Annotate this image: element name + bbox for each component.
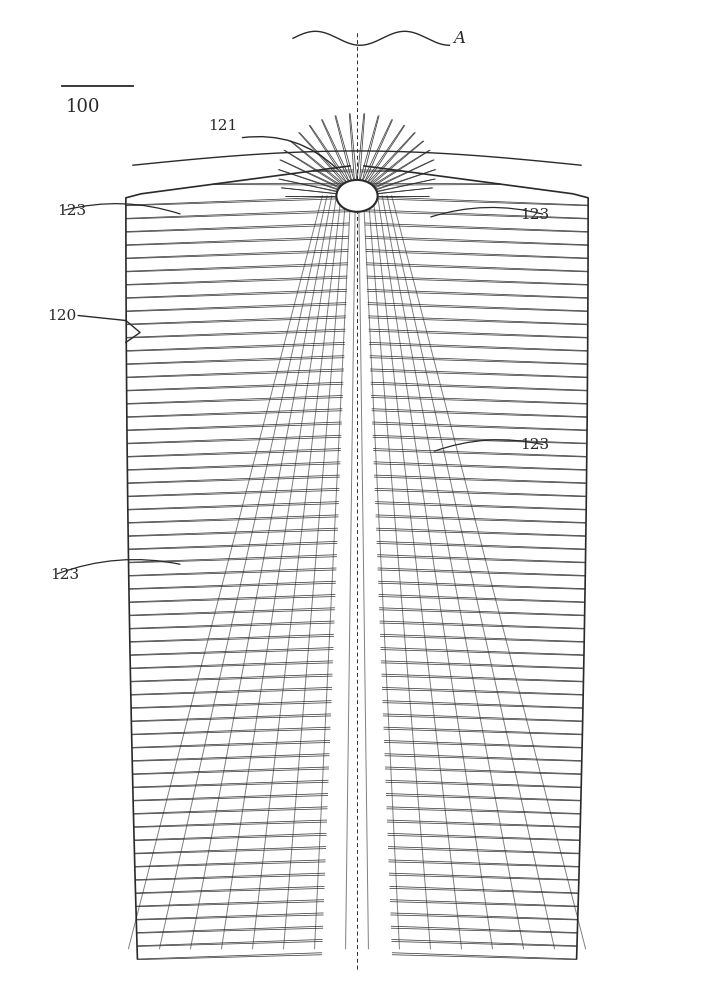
Ellipse shape: [336, 180, 378, 212]
Text: 123: 123: [51, 568, 80, 582]
Text: 123: 123: [58, 204, 86, 218]
Text: 121: 121: [208, 119, 237, 133]
Text: 123: 123: [521, 208, 550, 222]
Text: 120: 120: [48, 309, 77, 323]
Text: 100: 100: [66, 98, 100, 116]
Text: 123: 123: [521, 438, 550, 452]
Text: A: A: [453, 30, 465, 47]
